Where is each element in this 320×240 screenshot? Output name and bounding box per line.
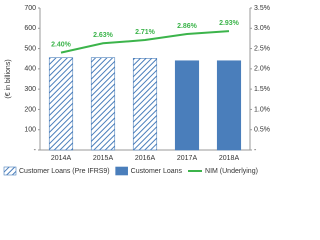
chart: (€ in billions) - 100 200 300 400 500 600 700 - 0… — [3, 5, 270, 176]
y2-tick-label: - — [254, 147, 257, 154]
y-tick-label: 500 — [24, 45, 36, 52]
y2-tick-label: 2.0% — [254, 66, 270, 73]
value-label: 2.71% — [135, 29, 156, 36]
value-label: 2.63% — [93, 32, 114, 39]
y2-tick-label: 3.5% — [254, 5, 270, 12]
x-tick-label: 2017A — [177, 155, 198, 162]
y2-tick-label: 3.0% — [254, 25, 270, 32]
legend-label: Customer Loans (Pre IFRS9) — [19, 168, 110, 175]
legend-label: Customer Loans — [131, 168, 183, 175]
legend-swatch — [3, 166, 17, 176]
y2-tick-label: 2.5% — [254, 45, 270, 52]
y2-tick-label: 1.0% — [254, 106, 270, 113]
x-tick-label: 2016A — [135, 155, 156, 162]
x-tick-label: 2015A — [93, 155, 114, 162]
bar — [90, 57, 116, 151]
y-tick-label: 100 — [24, 127, 36, 134]
line — [60, 30, 230, 54]
bar — [132, 58, 158, 151]
value-label: 2.86% — [177, 23, 198, 30]
value-label: 2.93% — [219, 20, 240, 27]
x-tick-label: 2018A — [219, 155, 240, 162]
y-tick-label: 400 — [24, 66, 36, 73]
bar — [48, 57, 74, 151]
y-tick-label: 200 — [24, 106, 36, 113]
x-tick-label: 2014A — [51, 155, 72, 162]
legend-swatch — [115, 166, 128, 176]
legend-label: NIM (Underlying) — [205, 168, 258, 175]
value-label: 2.40% — [51, 41, 72, 48]
y2-tick-label: 0.5% — [254, 127, 270, 134]
y2-tick-label: 1.5% — [254, 86, 270, 93]
y-tick-label: 600 — [24, 25, 36, 32]
y-tick-label: 300 — [24, 86, 36, 93]
y-tick-label: - — [34, 147, 37, 154]
bar — [174, 60, 200, 151]
y-axis-label: (€ in billions) — [5, 59, 12, 98]
y-tick-label: 700 — [24, 5, 36, 12]
bar — [216, 60, 242, 151]
